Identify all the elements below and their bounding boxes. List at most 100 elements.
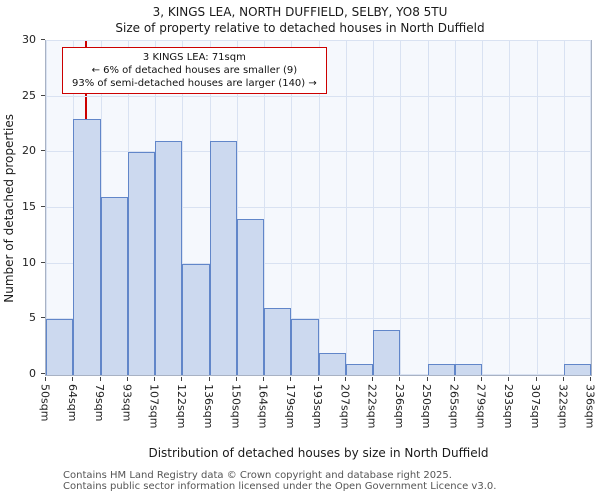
histogram-bar <box>345 363 373 375</box>
x-tick-label: 207sqm <box>338 384 352 429</box>
x-tick-mark <box>99 377 101 381</box>
gridline-vertical <box>264 41 265 375</box>
y-tick-mark <box>41 206 45 207</box>
annotation-line-3: 93% of semi-detached houses are larger (… <box>72 78 317 89</box>
y-tick-label: 15 <box>22 200 36 213</box>
x-tick-mark <box>290 377 292 381</box>
x-tick-label: 136sqm <box>202 384 215 429</box>
y-tick-label: 5 <box>29 311 36 325</box>
x-tick-mark <box>453 377 455 381</box>
histogram-bar <box>373 330 401 375</box>
x-tick-label: 150sqm <box>229 384 243 429</box>
x-tick-mark <box>263 377 264 381</box>
x-tick-mark <box>399 377 401 381</box>
histogram-bar <box>563 363 591 375</box>
x-tick-label: 64sqm <box>65 384 79 422</box>
histogram-bar <box>209 141 237 375</box>
histogram-bar <box>182 263 210 375</box>
plot-area: 3 KINGS LEA: 71sqm ← 6% of detached hous… <box>45 40 592 376</box>
gridline-vertical <box>509 41 511 375</box>
x-tick-label: 307sqm <box>529 384 542 429</box>
histogram-bar <box>264 308 292 375</box>
x-tick-mark <box>181 377 183 381</box>
x-tick-mark <box>126 377 128 381</box>
gridline-vertical <box>46 41 47 375</box>
footer-line-1: Contains HM Land Registry data © Crown c… <box>63 470 452 481</box>
y-tick-mark <box>41 317 45 319</box>
footer-line-2: Contains public sector information licen… <box>63 481 497 492</box>
gridline-vertical <box>345 41 347 375</box>
x-tick-label: 222sqm <box>365 384 379 429</box>
x-tick-mark <box>72 377 74 381</box>
x-tick-label: 279sqm <box>474 384 488 429</box>
gridline-horizontal <box>46 40 591 41</box>
x-tick-mark <box>317 377 319 381</box>
chart-subtitle: Size of property relative to detached ho… <box>115 21 485 35</box>
histogram-bar <box>427 363 455 375</box>
histogram-bar <box>127 152 155 375</box>
gridline-vertical <box>427 41 429 375</box>
gridline-vertical <box>482 41 483 375</box>
y-tick-mark <box>41 150 45 152</box>
x-tick-label: 122sqm <box>174 384 188 429</box>
y-tick-label: 30 <box>22 33 36 46</box>
y-tick-mark <box>41 39 45 40</box>
y-tick-mark <box>41 94 45 96</box>
x-tick-label: 293sqm <box>501 384 515 429</box>
x-tick-label: 236sqm <box>392 384 406 429</box>
histogram-bar <box>454 363 482 375</box>
gridline-vertical <box>373 41 374 375</box>
x-tick-label: 107sqm <box>147 384 161 429</box>
x-tick-label: 164sqm <box>256 384 270 429</box>
gridline-vertical <box>454 41 456 375</box>
histogram-bar <box>236 219 264 375</box>
x-tick-mark <box>535 377 537 381</box>
x-axis-label: Distribution of detached houses by size … <box>148 446 489 460</box>
x-tick-mark <box>208 377 210 381</box>
histogram-bar <box>46 319 74 375</box>
gridline-vertical <box>590 41 591 375</box>
gridline-vertical <box>536 41 538 375</box>
x-tick-mark <box>154 377 155 381</box>
y-tick-label: 0 <box>29 367 36 380</box>
y-tick-label: 25 <box>22 88 36 102</box>
y-tick-mark <box>41 373 45 374</box>
x-tick-label: 93sqm <box>120 384 134 422</box>
x-tick-mark <box>426 377 428 381</box>
histogram-bar <box>155 141 183 375</box>
x-tick-mark <box>344 377 346 381</box>
chart-title: 3, KINGS LEA, NORTH DUFFIELD, SELBY, YO8… <box>152 5 448 19</box>
gridline-vertical <box>400 41 402 375</box>
x-tick-label: 265sqm <box>447 384 461 429</box>
histogram-bar <box>291 319 319 375</box>
x-tick-label: 193sqm <box>311 384 324 429</box>
annotation-line-1: 3 KINGS LEA: 71sqm <box>142 52 246 63</box>
x-tick-label: 322sqm <box>556 384 570 429</box>
x-tick-label: 336sqm <box>583 384 597 429</box>
x-tick-mark <box>590 377 591 381</box>
x-tick-label: 79sqm <box>93 384 106 422</box>
histogram-bar <box>73 118 101 375</box>
gridline-vertical <box>318 41 320 375</box>
gridline-vertical <box>563 41 565 375</box>
y-tick-label: 10 <box>22 255 36 269</box>
attribution-footer: Contains HM Land Registry data © Crown c… <box>63 470 496 492</box>
y-tick-label: 20 <box>22 144 36 158</box>
gridline-vertical <box>236 41 238 375</box>
x-tick-mark <box>481 377 482 381</box>
histogram-bar <box>318 352 346 375</box>
x-tick-labels: 50sqm 64sqm 79sqm 93sqm 107sqm 122sqm 136sqm 15… <box>39 377 597 441</box>
x-tick-label: 179sqm <box>283 384 297 429</box>
annotation-box: 3 KINGS LEA: 71sqm ← 6% of detached hous… <box>62 47 327 94</box>
y-tick-mark <box>41 261 45 263</box>
histogram-bar <box>100 196 128 375</box>
gridline-vertical <box>182 41 184 375</box>
y-tick-marks <box>41 39 45 376</box>
y-tick-labels: 0 5 10 15 20 25 30 <box>0 33 40 380</box>
x-tick-mark <box>562 377 564 381</box>
x-tick-mark <box>372 377 373 381</box>
annotation-line-2: ← 6% of detached houses are smaller (9) <box>91 65 298 76</box>
x-tick-label: 50sqm <box>38 384 52 422</box>
x-tick-mark <box>235 377 237 381</box>
